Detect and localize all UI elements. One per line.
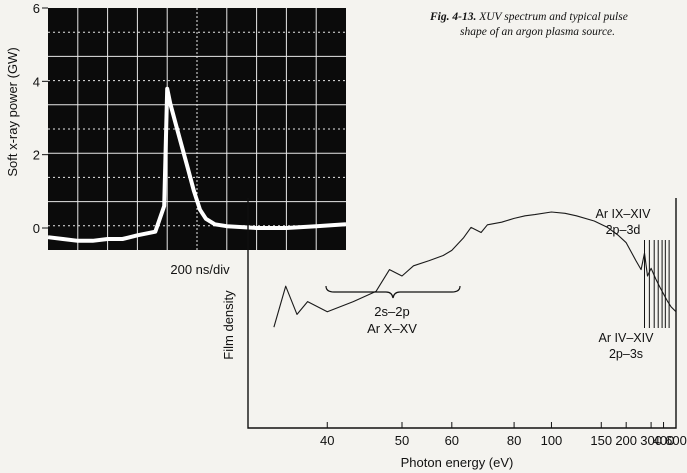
scope-y-tick-label: 6 [33,1,40,16]
spectrum-x-tick-label: 300 [640,433,662,448]
scope-y-tick-label: 0 [33,221,40,236]
figure-caption: Fig. 4-13. XUV spectrum and typical puls… [430,10,680,40]
caption-line-2: shape of an argon plasma source. [460,26,616,38]
spectrum-x-tick-label: 60 [445,433,459,448]
scope-x-label: 200 ns/div [170,262,230,277]
scope-grid [48,8,346,250]
spectrum-y-label: Film density [221,290,236,360]
spectrum-x-tick-label: 400 [653,433,675,448]
scope-y-tick-label: 2 [33,148,40,163]
spectrum-x-tick-label: 150 [590,433,612,448]
annotation-2p-3s-line1: Ar IV–XIV [599,331,655,345]
spectrum-x-label: Photon energy (eV) [401,455,514,470]
figure-label: Fig. 4-13. [430,11,477,23]
scope-y-tick-label: 4 [33,74,40,89]
annotation-2p-3s-line2: 2p–3s [609,347,643,361]
spectrum-x-tick-label: 200 [615,433,637,448]
spectrum-x-tick-label: 40 [320,433,334,448]
scope-y-ticks: 6 4 2 0 [33,1,48,236]
annotation-2s-2p-line1: 2s–2p [374,304,409,319]
scope-y-label: Soft x-ray power (GW) [5,47,20,176]
oscilloscope-chart: 6 4 2 0 200 ns/div Soft x-ray power (GW) [5,1,347,277]
spectrum-x-tick-label: 600 [665,433,687,448]
caption-line-1: XUV spectrum and typical pulse [479,11,628,23]
annotation-2p-3d-line1: Ar IX–XIV [596,207,652,221]
spectrum-x-tick-label: 100 [541,433,563,448]
scope-pulse-trace [47,86,347,243]
brace-2s-2p [325,285,461,299]
spectrum-x-tick-label: 50 [395,433,409,448]
spectrum-line [273,211,677,328]
spectrum-x-tick-label: 80 [507,433,521,448]
ar-line-markers [644,240,670,328]
annotation-2s-2p-line2: Ar X–XV [367,321,417,336]
spectrum-axes-frame [247,198,677,429]
annotation-2p-3d-line2: 2p–3d [606,223,641,237]
